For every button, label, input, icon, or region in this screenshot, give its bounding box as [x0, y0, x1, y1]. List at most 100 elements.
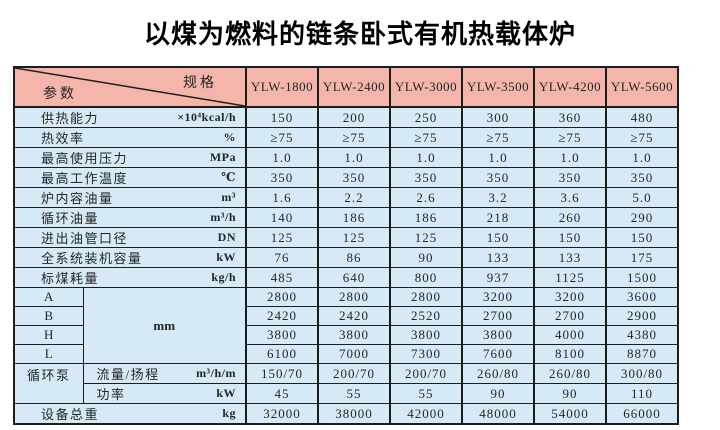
value-cell: 3.2: [461, 187, 535, 208]
value-cell: 2420: [245, 306, 319, 326]
value-cell: 480: [605, 106, 679, 128]
value-cell: 125: [245, 227, 319, 248]
row-pump-power: 功率 kW 45 55 55 90 90 110: [14, 383, 679, 404]
dimension-label: A: [13, 287, 84, 307]
param-cell: 热效率 %: [13, 127, 247, 148]
value-cell: 150: [461, 227, 535, 248]
row-installed-capacity: 全系统装机容量 kW 76 86 90 133 133 175: [13, 247, 679, 268]
value-cell: 54000: [533, 403, 607, 425]
value-cell: 350: [317, 167, 391, 188]
value-cell: 260: [533, 207, 607, 228]
value-cell: 3800: [461, 325, 535, 345]
model-header-ylw2400: YLW-2400: [317, 66, 391, 108]
value-cell: 350: [389, 167, 463, 188]
value-cell: 200/70: [317, 363, 391, 384]
value-cell: 350: [461, 167, 535, 188]
dimension-label: B: [13, 306, 84, 326]
value-cell: ≥75: [389, 127, 463, 148]
value-cell: 76: [245, 247, 319, 268]
value-cell: ≥75: [461, 127, 535, 148]
value-cell: 218: [461, 207, 535, 228]
value-cell: 250: [389, 106, 463, 128]
row-circulating-oil-flow: 循环油量 m³/h 140 186 186 218 260 290: [13, 207, 679, 228]
corner-param-label: 参数: [43, 87, 77, 102]
value-cell: 200: [317, 106, 391, 128]
value-cell: 1125: [533, 267, 607, 288]
param-cell: 功率 kW: [82, 383, 247, 404]
value-cell: 260/80: [461, 363, 535, 384]
value-cell: 2900: [605, 306, 679, 326]
value-cell: 186: [389, 207, 463, 228]
value-cell: 55: [389, 383, 463, 404]
page-title: 以煤为燃料的链条卧式有机热载体炉: [143, 19, 576, 49]
param-label: 最高工作温度: [41, 171, 129, 186]
value-cell: 800: [389, 267, 463, 288]
value-cell: 4380: [605, 325, 679, 345]
value-cell: 86: [317, 247, 391, 268]
value-cell: 5.0: [605, 187, 679, 208]
param-unit: DN: [217, 230, 236, 244]
param-cell: 炉内容油量 m³: [13, 187, 247, 208]
model-header-ylw3000: YLW-3000: [389, 66, 463, 108]
value-cell: 1.0: [389, 147, 463, 168]
param-label: 最高使用压力: [41, 151, 129, 166]
value-cell: 290: [605, 207, 679, 228]
value-cell: 150: [245, 106, 319, 128]
param-label: 功率: [96, 387, 126, 402]
corner-spec-label: 规格: [183, 76, 217, 91]
value-cell: 1.0: [245, 147, 319, 168]
value-cell: 1.0: [533, 147, 607, 168]
row-dimension-b: B 2420 2420 2520 2700 2700 2900: [13, 306, 679, 326]
value-cell: 90: [533, 383, 607, 404]
value-cell: 150/70: [245, 363, 319, 384]
value-cell: 8870: [605, 344, 679, 364]
param-label: 设备总重: [41, 407, 100, 422]
value-cell: 1.0: [317, 147, 391, 168]
diagonal-divider: [15, 68, 245, 106]
value-cell: 186: [317, 207, 391, 228]
value-cell: 110: [605, 383, 679, 404]
spec-table: 规格 参数 YLW-1800 YLW-2400 YLW-3000 YLW-350…: [13, 66, 679, 425]
row-dimension-a: A mm 2800 2800 2800 3200 3200 3600: [13, 287, 679, 364]
param-cell: 最高使用压力 MPa: [13, 147, 247, 168]
value-cell: 32000: [245, 403, 319, 425]
value-cell: 7300: [389, 344, 463, 364]
value-cell: 3200: [461, 287, 535, 307]
value-cell: 300: [461, 106, 535, 128]
value-cell: 150: [605, 227, 679, 248]
pump-group-cell: 循环泵: [13, 363, 84, 404]
header-row: 规格 参数 YLW-1800 YLW-2400 YLW-3000 YLW-350…: [13, 66, 679, 108]
value-cell: 3200: [533, 287, 607, 307]
value-cell: 260/80: [533, 363, 607, 384]
row-heating-capacity: 供热能力 ×10⁴kcal/h 150 200 250 300 360 480: [13, 106, 679, 128]
corner-cell: 规格 参数: [13, 66, 247, 108]
value-cell: 55: [317, 383, 391, 404]
dimension-label: H: [13, 325, 84, 345]
value-cell: 2520: [389, 306, 463, 326]
param-label: 炉内容油量: [41, 191, 114, 206]
param-unit: kg: [222, 406, 236, 420]
value-cell: 2800: [317, 287, 391, 307]
value-cell: 125: [317, 227, 391, 248]
value-cell: 300/80: [605, 363, 679, 384]
value-cell: 1.0: [605, 147, 679, 168]
param-label: 供热能力: [41, 111, 100, 126]
value-cell: 48000: [461, 403, 535, 425]
value-cell: 350: [605, 167, 679, 188]
param-cell: 最高工作温度 ℃: [13, 167, 247, 188]
param-label: 热效率: [41, 131, 85, 146]
row-dimension-l: L 6100 7000 7300 7600 8100 8870: [13, 344, 679, 364]
value-cell: 66000: [605, 403, 679, 425]
value-cell: 1500: [605, 267, 679, 288]
value-cell: 640: [317, 267, 391, 288]
model-header-ylw3500: YLW-3500: [461, 66, 535, 108]
value-cell: 175: [605, 247, 679, 268]
value-cell: 90: [461, 383, 535, 404]
param-unit: m³/h/m: [196, 366, 236, 380]
value-cell: 4000: [533, 325, 607, 345]
value-cell: 3800: [389, 325, 463, 345]
dimension-unit-cell: mm: [82, 287, 247, 364]
param-cell: 循环油量 m³/h: [13, 207, 247, 228]
param-unit: ×10⁴kcal/h: [177, 110, 236, 124]
param-unit: m³: [221, 190, 236, 204]
